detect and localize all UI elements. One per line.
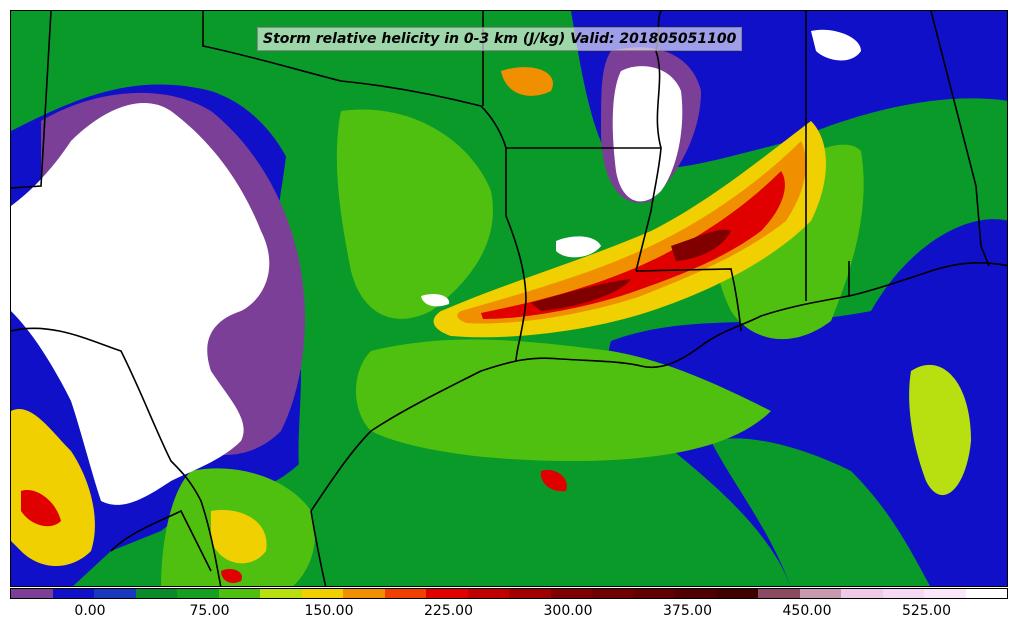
colorbar-segment xyxy=(94,589,136,598)
colorbar-segment xyxy=(343,589,385,598)
border-gulf-coast-tx xyxy=(310,357,642,512)
field-missing-north xyxy=(612,66,683,202)
border-nm-tx-west xyxy=(11,11,52,189)
colorbar-tick-label: 300.00 xyxy=(543,603,593,619)
colorbar-segment xyxy=(592,589,634,598)
colorbar-segment xyxy=(882,589,924,598)
border-al-ga xyxy=(930,11,990,267)
helicity-map xyxy=(11,11,1007,586)
colorbar-segment xyxy=(52,589,94,598)
colorbar-segment xyxy=(177,589,219,598)
colorbar-tick-label: 75.00 xyxy=(189,603,230,619)
colorbar-segment xyxy=(11,589,53,598)
field-missing-ne xyxy=(811,29,861,61)
colorbar-segment xyxy=(218,589,260,598)
field-yellow-band xyxy=(433,121,826,338)
colorbar-segment xyxy=(841,589,883,598)
colorbar-segment xyxy=(467,589,509,598)
field-orange-north xyxy=(501,67,553,96)
colorbar-segment xyxy=(716,589,758,598)
field-missing-small2 xyxy=(421,293,450,307)
field-lightgreen-4 xyxy=(909,364,971,496)
field-lightgreen-2 xyxy=(356,339,771,461)
field-missing-west xyxy=(11,102,270,505)
field-blue-east xyxy=(871,219,1007,341)
colorbar-segment xyxy=(426,589,468,598)
colorbar-segment xyxy=(260,589,302,598)
map-title: Storm relative helicity in 0-3 km (J/kg)… xyxy=(257,27,743,51)
colorbar-segment xyxy=(135,589,177,598)
colorbar-tick-label: 150.00 xyxy=(304,603,354,619)
colorbar xyxy=(10,588,1008,599)
border-mexico-inner xyxy=(110,509,212,572)
border-al-fl xyxy=(848,261,1007,298)
field-blue-gulf xyxy=(608,302,1007,586)
colorbar-segment xyxy=(924,589,966,598)
colorbar-segment xyxy=(550,589,592,598)
field-lightgreen-1 xyxy=(336,109,493,319)
field-red-south xyxy=(221,569,242,583)
colorbar-tick-labels: 0.00 75.00 150.00 225.00 300.00 375.00 450.00 5… xyxy=(10,603,1008,623)
border-tx-la xyxy=(505,148,527,362)
colorbar-segment xyxy=(301,589,343,598)
field-darkred-1 xyxy=(531,279,631,311)
colorbar-segment xyxy=(675,589,717,598)
colorbar-tick-label: 225.00 xyxy=(424,603,473,619)
colorbar-segment xyxy=(758,589,800,598)
field-red-gulf xyxy=(540,469,567,492)
border-ar-la xyxy=(506,147,662,272)
field-streaks-sw-red xyxy=(21,490,61,527)
colorbar-segment xyxy=(384,589,426,598)
border-gulf-coast-la xyxy=(640,295,850,369)
border-tx-panhandle xyxy=(202,11,507,149)
field-green-gulf xyxy=(711,438,930,586)
map-panel: Storm relative helicity in 0-3 km (J/kg)… xyxy=(10,10,1008,587)
border-mississippi-river xyxy=(655,11,662,149)
colorbar-tick-label: 525.00 xyxy=(902,603,951,619)
state-borders xyxy=(11,11,1007,586)
field-yellow-south xyxy=(211,510,267,564)
colorbar-segment xyxy=(965,589,1007,598)
field-darkred-2 xyxy=(671,229,731,261)
field-streaks-sw xyxy=(11,409,95,566)
colorbar-tick-label: 0.00 xyxy=(74,603,106,619)
border-mexico-coast xyxy=(310,510,327,586)
border-rio-grande xyxy=(11,327,222,586)
colorbar-segment xyxy=(799,589,841,598)
field-missing-small xyxy=(556,236,601,258)
colorbar-tick-label: 375.00 xyxy=(663,603,712,619)
colorbar-segment xyxy=(633,589,675,598)
colorbar-tick-label: 450.00 xyxy=(782,603,832,619)
colorbar-segment xyxy=(509,589,551,598)
field-red-band xyxy=(481,171,785,319)
